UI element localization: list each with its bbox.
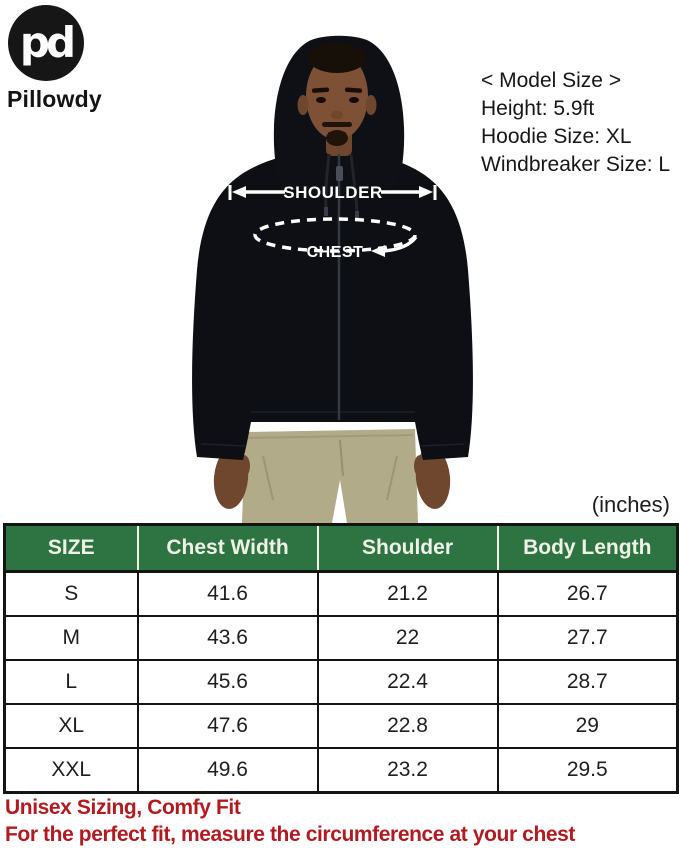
cell-size: S bbox=[3, 570, 139, 617]
cell-chest-width: 49.6 bbox=[136, 747, 319, 794]
cell-chest-width: 41.6 bbox=[136, 570, 319, 617]
table-row: S 41.6 21.2 26.7 bbox=[3, 570, 679, 617]
shoulder-measurement-annotation: SHOULDER bbox=[228, 183, 437, 202]
right-eye bbox=[349, 97, 359, 103]
footer-note-measure: For the perfect fit, measure the circumf… bbox=[5, 823, 576, 846]
model-photo: SHOULDER CHEST bbox=[192, 35, 473, 523]
hoodie-zipper bbox=[336, 154, 343, 420]
mustache bbox=[322, 122, 352, 127]
cell-chest-width: 43.6 bbox=[136, 615, 319, 661]
model-right-hand bbox=[414, 447, 451, 509]
cell-size: M bbox=[3, 615, 139, 661]
cell-body-length: 29.5 bbox=[496, 747, 679, 794]
footer-notes: Unisex Sizing, Comfy Fit For the perfect… bbox=[5, 794, 575, 848]
beard bbox=[326, 130, 348, 146]
model-hair bbox=[308, 43, 366, 73]
header-body-length: Body Length bbox=[496, 524, 678, 573]
cell-shoulder: 21.2 bbox=[316, 570, 499, 617]
size-chart-table: SIZE Chest Width Shoulder Body Length S … bbox=[3, 523, 679, 794]
nose bbox=[331, 110, 343, 120]
table-row: L 45.6 22.4 28.7 bbox=[3, 659, 679, 705]
table-row: XL 47.6 22.8 29 bbox=[3, 703, 679, 749]
cell-chest-width: 47.6 bbox=[136, 703, 319, 749]
model-right-ear bbox=[365, 95, 377, 115]
header-size: SIZE bbox=[4, 524, 138, 573]
header-shoulder: Shoulder bbox=[316, 524, 498, 573]
units-label: (inches) bbox=[591, 492, 670, 517]
brand-name: Pillowdy bbox=[7, 86, 102, 112]
model-left-hand bbox=[213, 447, 250, 509]
cell-shoulder: 22.8 bbox=[316, 703, 499, 749]
logo-circle bbox=[8, 5, 84, 81]
cell-body-length: 27.7 bbox=[496, 615, 679, 661]
cell-shoulder: 22.4 bbox=[316, 659, 499, 705]
cell-shoulder: 22 bbox=[316, 615, 499, 661]
right-eyebrow bbox=[344, 87, 362, 93]
cell-shoulder: 23.2 bbox=[316, 747, 499, 794]
model-height-line: Height: 5.9ft bbox=[481, 97, 595, 120]
left-eye bbox=[316, 97, 326, 103]
chest-label: CHEST bbox=[307, 244, 364, 261]
cell-size: XXL bbox=[3, 747, 139, 794]
model-size-title: < Model Size > bbox=[481, 69, 622, 92]
model-hoodie-size-line: Hoodie Size: XL bbox=[481, 125, 632, 148]
cell-body-length: 29 bbox=[496, 703, 679, 749]
cell-size: L bbox=[3, 659, 139, 705]
cell-size: XL bbox=[3, 703, 139, 749]
cell-body-length: 28.7 bbox=[496, 659, 679, 705]
table-row: M 43.6 22 27.7 bbox=[3, 615, 679, 661]
left-eyebrow bbox=[312, 87, 330, 93]
model-hoodie-body bbox=[192, 147, 473, 460]
header-chest-width: Chest Width bbox=[136, 524, 318, 573]
model-pants bbox=[242, 429, 418, 523]
footer-note-fit: Unisex Sizing, Comfy Fit bbox=[5, 796, 241, 819]
shoulder-label: SHOULDER bbox=[283, 183, 382, 202]
chest-measurement-annotation: CHEST bbox=[253, 217, 418, 261]
model-left-ear bbox=[297, 95, 309, 115]
model-size-info: < Model Size > Height: 5.9ft Hoodie Size… bbox=[481, 67, 670, 179]
table-row: XXL 49.6 23.2 29.5 bbox=[3, 747, 679, 794]
logo-monogram: pd bbox=[20, 18, 73, 67]
model-windbreaker-size-line: Windbreaker Size: L bbox=[481, 153, 671, 176]
hood-drawstrings bbox=[324, 153, 359, 220]
table-header-row: SIZE Chest Width Shoulder Body Length bbox=[4, 524, 678, 573]
cell-chest-width: 45.6 bbox=[136, 659, 319, 705]
cell-body-length: 26.7 bbox=[496, 570, 679, 617]
brand-logo: pd bbox=[8, 5, 84, 81]
model-face bbox=[297, 43, 377, 146]
